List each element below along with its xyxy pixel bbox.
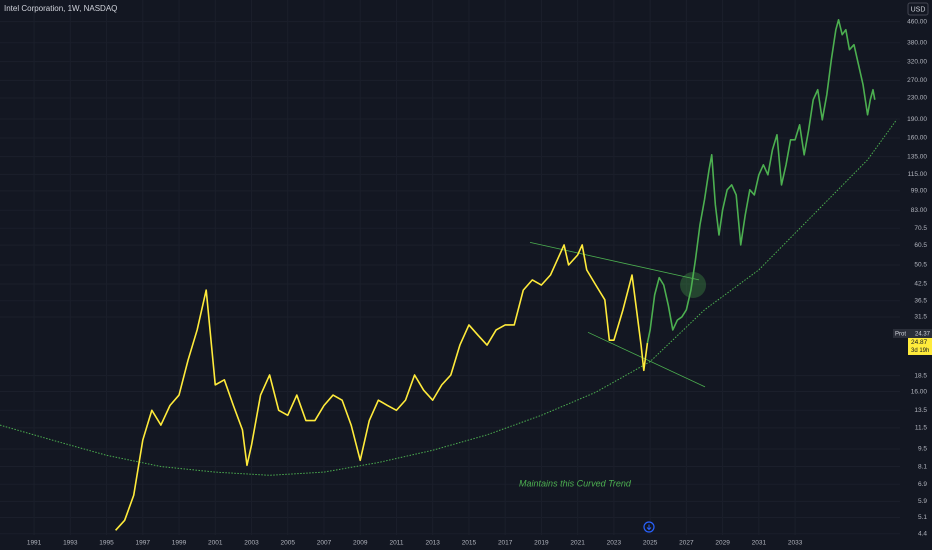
- y-tick-label: 99.00: [911, 188, 928, 195]
- price-line: [646, 18, 876, 344]
- y-tick-label: 42.5: [914, 281, 927, 288]
- y-tick-label: 230.00: [907, 95, 927, 102]
- x-tick-label: 2013: [425, 540, 440, 547]
- y-tick-label: 320.00: [907, 58, 927, 65]
- x-tick-label: 2031: [752, 540, 767, 547]
- y-tick-label: 5.9: [918, 498, 927, 505]
- y-tick-label: 13.5: [914, 407, 927, 414]
- trend-curve: [0, 119, 897, 476]
- y-tick-label: 18.5: [914, 372, 927, 379]
- x-tick-label: 2025: [643, 540, 658, 547]
- pre-market-value: 24.37: [915, 331, 931, 337]
- countdown-label: 3d 19h: [911, 348, 929, 354]
- pre-market-label: Prot: [895, 331, 906, 337]
- y-tick-label: 50.5: [914, 262, 927, 269]
- grid: [0, 0, 900, 535]
- y-tick-label: 31.5: [914, 314, 927, 321]
- x-tick-label: 2023: [607, 540, 622, 547]
- trend-line: [587, 331, 706, 388]
- y-tick-label: 460.00: [907, 18, 927, 25]
- x-tick-label: 2015: [462, 540, 477, 547]
- x-tick-label: 1995: [99, 540, 114, 547]
- x-tick-label: 2005: [281, 540, 296, 547]
- x-tick-label: 2001: [208, 540, 223, 547]
- y-tick-label: 135.00: [907, 153, 927, 160]
- y-tick-label: 190.00: [907, 116, 927, 123]
- last-price-box: [908, 337, 932, 355]
- x-tick-label: 2027: [679, 540, 694, 547]
- axis-labels: 460.00 380.00 320.00 270.00 230.00 190.00 160.…: [27, 18, 932, 547]
- x-tick-label: 2007: [317, 540, 332, 547]
- annotation: Maintains this Curved Trend: [519, 478, 632, 488]
- event-icon[interactable]: [643, 521, 655, 533]
- last-price-label: 24.87: [911, 339, 928, 346]
- y-tick-label: 9.5: [918, 446, 927, 453]
- y-tick-label: 60.5: [914, 242, 927, 249]
- currency-box[interactable]: [907, 2, 929, 16]
- x-tick-label: 1999: [172, 540, 187, 547]
- x-tick-label: 2021: [570, 540, 585, 547]
- chart-title: Intel Corporation, 1W, NASDAQ: [4, 4, 117, 13]
- plot: Maintains this Curved Trend: [0, 18, 897, 531]
- y-tick-label: 70.5: [914, 225, 927, 232]
- price-line: [115, 244, 649, 531]
- y-tick-label: 380.00: [907, 39, 927, 46]
- event-icon-arrow: [646, 524, 652, 531]
- x-tick-label: 1993: [63, 540, 78, 547]
- x-tick-label: 2003: [244, 540, 259, 547]
- y-tick-label: 8.1: [918, 463, 927, 470]
- highlight-circle: [680, 272, 707, 299]
- trend-line: [529, 241, 700, 281]
- x-tick-label: 1991: [27, 540, 42, 547]
- x-tick-label: 1997: [136, 540, 151, 547]
- x-tick-label: 2019: [534, 540, 549, 547]
- y-tick-label: 5.1: [918, 514, 927, 521]
- y-tick-label: 160.00: [907, 135, 927, 142]
- y-tick-label: 11.5: [915, 425, 928, 432]
- y-tick-label: 270.00: [907, 77, 927, 84]
- currency-label: USD: [911, 6, 926, 13]
- y-tick-label: 115.00: [908, 171, 928, 178]
- x-tick-label: 2017: [498, 540, 513, 547]
- y-tick-label: 4.4: [918, 530, 927, 537]
- x-tick-label: 2033: [788, 540, 803, 547]
- y-tick-label: 36.5: [914, 297, 927, 304]
- y-tick-label: 83.00: [911, 207, 928, 214]
- y-tick-label: 6.9: [918, 481, 927, 488]
- pre-market-box: [893, 328, 932, 338]
- y-tick-label: 16.00: [911, 388, 928, 395]
- x-tick-label: 2009: [353, 540, 368, 547]
- x-tick-label: 2029: [715, 540, 730, 547]
- x-tick-label: 2011: [389, 540, 403, 547]
